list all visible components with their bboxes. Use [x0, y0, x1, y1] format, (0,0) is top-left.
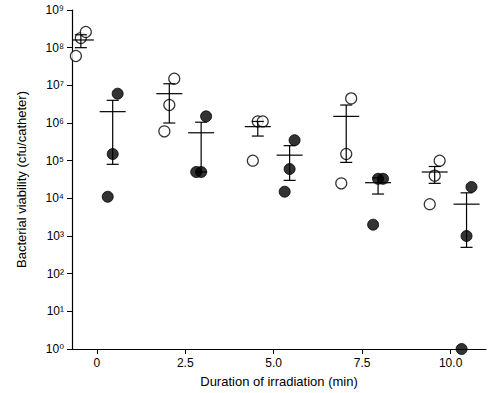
- svg-text:10⁵: 10⁵: [46, 154, 64, 168]
- svg-text:0: 0: [93, 356, 100, 370]
- svg-text:10⁷: 10⁷: [46, 78, 64, 92]
- svg-text:10¹: 10¹: [47, 304, 64, 318]
- svg-text:5.0: 5.0: [265, 356, 282, 370]
- svg-text:10⁰: 10⁰: [46, 342, 64, 356]
- svg-text:10²: 10²: [47, 267, 64, 281]
- svg-text:10⁹: 10⁹: [46, 3, 65, 17]
- svg-text:10³: 10³: [47, 229, 64, 243]
- svg-text:10⁴: 10⁴: [45, 191, 64, 205]
- svg-text:10.0: 10.0: [439, 356, 463, 370]
- svg-text:2.5: 2.5: [177, 356, 194, 370]
- svg-text:Duration of irradiation (min): Duration of irradiation (min): [200, 374, 358, 389]
- svg-text:7.5: 7.5: [354, 356, 371, 370]
- svg-text:10⁸: 10⁸: [46, 41, 64, 55]
- svg-text:Bacterial viability (cfu/cathe: Bacterial viability (cfu/catheter): [14, 91, 29, 268]
- svg-text:10⁶: 10⁶: [46, 116, 64, 130]
